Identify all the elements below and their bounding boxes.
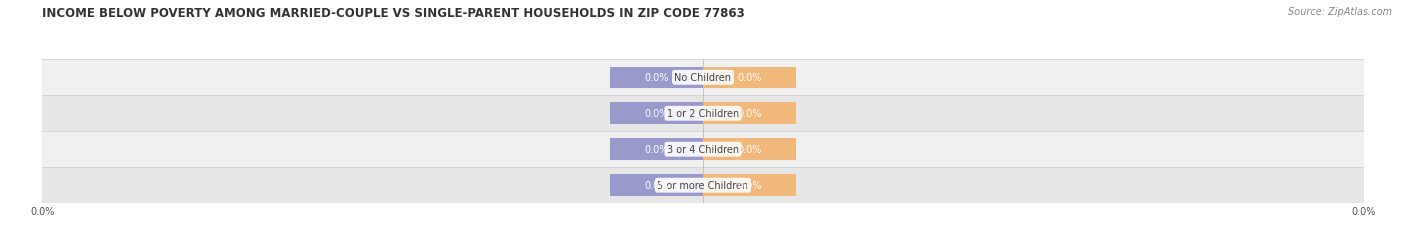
Bar <box>610 139 703 160</box>
Bar <box>703 175 796 196</box>
Text: 1 or 2 Children: 1 or 2 Children <box>666 109 740 119</box>
Bar <box>42 96 1364 132</box>
Text: 0.0%: 0.0% <box>737 73 762 83</box>
Text: 5 or more Children: 5 or more Children <box>658 180 748 190</box>
Bar <box>42 167 1364 203</box>
Text: 0.0%: 0.0% <box>644 180 669 190</box>
Text: 3 or 4 Children: 3 or 4 Children <box>666 145 740 155</box>
Bar <box>703 139 796 160</box>
Bar <box>703 67 796 89</box>
Text: 0.0%: 0.0% <box>737 180 762 190</box>
Bar <box>42 60 1364 96</box>
Text: 0.0%: 0.0% <box>644 73 669 83</box>
Text: No Children: No Children <box>675 73 731 83</box>
Text: 0.0%: 0.0% <box>737 109 762 119</box>
Bar <box>703 103 796 125</box>
Text: Source: ZipAtlas.com: Source: ZipAtlas.com <box>1288 7 1392 17</box>
Text: INCOME BELOW POVERTY AMONG MARRIED-COUPLE VS SINGLE-PARENT HOUSEHOLDS IN ZIP COD: INCOME BELOW POVERTY AMONG MARRIED-COUPL… <box>42 7 745 20</box>
Text: 0.0%: 0.0% <box>644 109 669 119</box>
Text: 0.0%: 0.0% <box>737 145 762 155</box>
Bar <box>610 103 703 125</box>
Bar <box>42 132 1364 167</box>
Bar <box>610 67 703 89</box>
Text: 0.0%: 0.0% <box>644 145 669 155</box>
Bar <box>610 175 703 196</box>
